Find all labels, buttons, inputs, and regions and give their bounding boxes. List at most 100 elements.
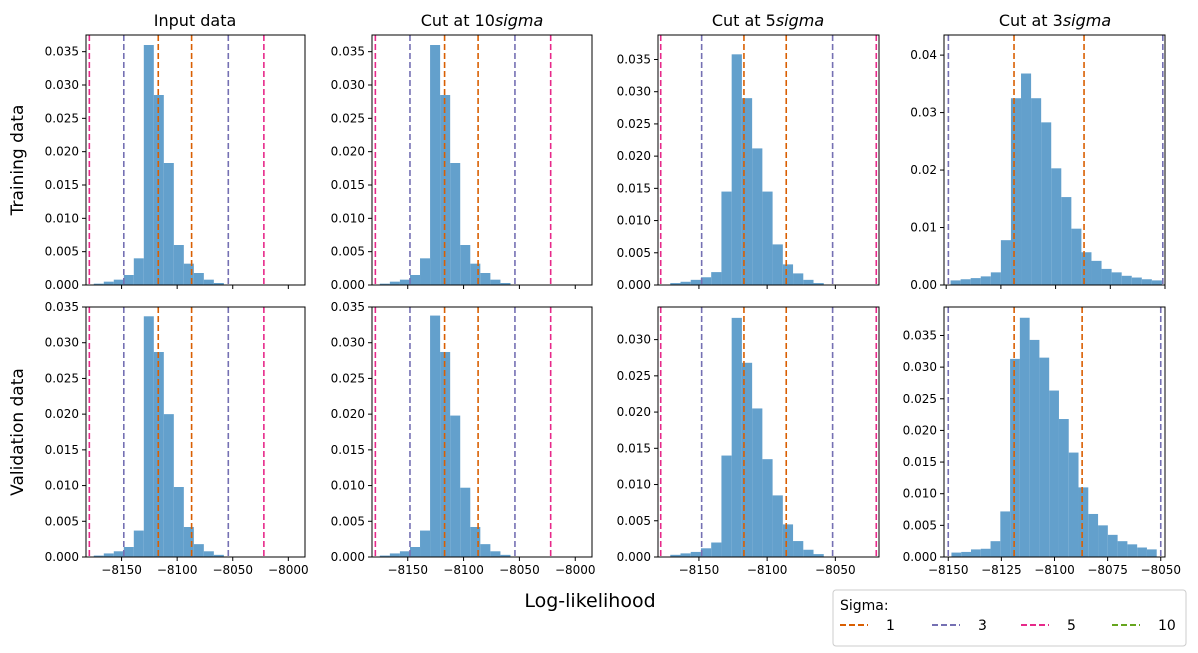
histogram-bar bbox=[470, 263, 481, 285]
y-tick-label: 0.025 bbox=[45, 371, 79, 385]
histogram-bar bbox=[1029, 339, 1040, 557]
histogram-bar bbox=[1081, 252, 1092, 285]
histogram-bar bbox=[420, 258, 431, 285]
y-tick-label: 0.015 bbox=[45, 443, 79, 457]
y-tick-label: 0.030 bbox=[903, 360, 937, 374]
histogram-bar bbox=[762, 191, 773, 285]
plot-area bbox=[374, 35, 552, 285]
histogram-bar bbox=[409, 547, 421, 557]
legend-entries: 1 3 5 10 bbox=[840, 618, 1176, 634]
y-tick-label: 0.005 bbox=[45, 514, 79, 528]
plot-area bbox=[88, 307, 265, 557]
histogram-bar bbox=[173, 487, 184, 557]
histogram-bar bbox=[430, 45, 441, 285]
legend-label-5: 5 bbox=[1067, 618, 1076, 634]
histogram-bar bbox=[93, 283, 104, 285]
histogram-bar bbox=[113, 551, 124, 557]
histogram-bar bbox=[1010, 98, 1022, 285]
histogram-bar bbox=[1137, 547, 1147, 557]
y-tick-label: 0.035 bbox=[45, 45, 79, 59]
legend-frame bbox=[832, 589, 1187, 647]
histogram-bar bbox=[803, 279, 814, 285]
legend-label-1: 1 bbox=[886, 618, 895, 634]
histogram-bar bbox=[980, 276, 991, 285]
y-tick-label: 0.015 bbox=[331, 178, 365, 192]
axes-frame bbox=[657, 306, 880, 558]
histogram-bar bbox=[103, 281, 114, 285]
histogram-bar bbox=[1088, 513, 1099, 557]
histogram-bar bbox=[1068, 452, 1079, 557]
y-tick-label: 0.030 bbox=[45, 336, 79, 350]
x-tick-label: −8000 bbox=[268, 563, 309, 577]
histogram-bar bbox=[1049, 390, 1059, 557]
panel-validation-1: 0.000 0.005 0.010 0.015 0.020 0.025 0.030 0.035… bbox=[45, 300, 309, 577]
histogram-bar bbox=[721, 455, 732, 557]
legend-title: Sigma: bbox=[840, 598, 889, 614]
panel-validation-3: 0.000 0.005 0.010 0.015 0.020 0.025 0.030 −8150… bbox=[617, 306, 880, 577]
histogram-bar bbox=[803, 549, 814, 557]
y-tick-label: 0.005 bbox=[617, 246, 651, 260]
histogram-bar bbox=[183, 263, 194, 285]
histogram-bar bbox=[193, 544, 204, 557]
histogram-bar bbox=[490, 551, 501, 557]
y-tick-label: 0.005 bbox=[45, 245, 79, 259]
axes-frame bbox=[85, 34, 306, 286]
histogram-bar bbox=[460, 487, 471, 557]
y-tick-label: 0.000 bbox=[617, 550, 651, 564]
y-tick-label: 0.025 bbox=[45, 111, 79, 125]
y-tick-label: 0.025 bbox=[617, 117, 651, 131]
histogram-bar bbox=[1111, 272, 1122, 285]
y-tick-label: 0.035 bbox=[331, 300, 365, 314]
x-tick-label: −8050 bbox=[499, 563, 540, 577]
histogram-bar bbox=[731, 317, 742, 557]
histogram-bar bbox=[1058, 419, 1069, 557]
panel-validation-2: 0.000 0.005 0.010 0.015 0.020 0.025 0.030 0.035… bbox=[331, 300, 596, 577]
x-tick-label: −8100 bbox=[1034, 563, 1075, 577]
histogram-bar bbox=[731, 54, 742, 285]
histogram-bar bbox=[670, 283, 681, 285]
y-tick-label: 0.035 bbox=[45, 300, 79, 314]
col-title-2: Cut at 10sigma bbox=[421, 11, 544, 30]
histogram-bar bbox=[700, 277, 712, 285]
col-title-1: Input data bbox=[154, 11, 237, 30]
y-tick-label: 0.010 bbox=[331, 479, 365, 493]
y-tick-label: 0.000 bbox=[617, 278, 651, 292]
y-tick-label: 0.010 bbox=[617, 478, 651, 492]
y-tick-label: 0.035 bbox=[331, 45, 365, 59]
histogram-bar bbox=[961, 551, 971, 557]
x-tick-label: −8100 bbox=[443, 563, 484, 577]
histogram-bar bbox=[379, 555, 390, 557]
y-tick-label: 0.030 bbox=[331, 336, 365, 350]
axes-frame bbox=[85, 306, 306, 558]
y-tick-label: 0.030 bbox=[617, 85, 651, 99]
y-tick-label: 0.010 bbox=[45, 211, 79, 225]
histogram-bar bbox=[970, 278, 981, 285]
histogram-bar bbox=[1000, 240, 1011, 285]
histogram-bar bbox=[793, 273, 804, 285]
y-tick-label: 0.025 bbox=[331, 371, 365, 385]
histogram-bar bbox=[460, 245, 471, 285]
y-tick-label: 0.020 bbox=[903, 423, 937, 437]
panel-validation-4: 0.000 0.005 0.010 0.015 0.020 0.025 0.030 0.035… bbox=[903, 306, 1181, 577]
col-title-3: Cut at 5sigma bbox=[712, 11, 824, 30]
histogram-bar bbox=[213, 554, 224, 557]
y-tick-label: 0.010 bbox=[331, 211, 365, 225]
histogram-bar bbox=[1031, 98, 1042, 285]
panel-training-1: 0.000 0.005 0.010 0.015 0.020 0.025 0.030 0.035 bbox=[45, 34, 306, 292]
y-tick-label: 0.01 bbox=[910, 221, 937, 235]
y-tick-label: 0.020 bbox=[617, 405, 651, 419]
y-tick-label: 0.020 bbox=[331, 145, 365, 159]
histogram-bar bbox=[782, 264, 794, 285]
histogram-bar bbox=[782, 524, 794, 557]
histogram-bar bbox=[1091, 260, 1102, 285]
histogram-bar bbox=[741, 362, 753, 557]
histogram-bar bbox=[183, 527, 194, 557]
histogram-bar bbox=[960, 279, 971, 285]
histogram-bar bbox=[399, 279, 410, 285]
y-tick-label: 0.00 bbox=[910, 278, 937, 292]
histogram-bar bbox=[990, 272, 1001, 285]
histogram-bar bbox=[490, 279, 501, 285]
histogram-bar bbox=[500, 283, 511, 285]
histogram-bar bbox=[103, 553, 114, 557]
